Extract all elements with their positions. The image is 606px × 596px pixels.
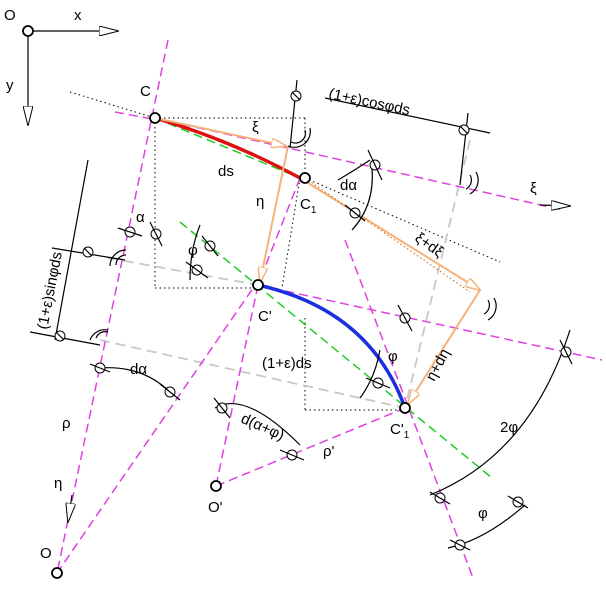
green-dashed-lines — [154, 117, 493, 479]
node-O — [51, 567, 63, 579]
node-Cp — [252, 279, 264, 291]
origin-label: O — [4, 7, 16, 24]
two-phi-arc — [429, 329, 571, 496]
label-phi-bottom: φ — [478, 505, 488, 522]
label-xi-axis: ξ — [530, 180, 537, 197]
label-dalpha-top: dα — [340, 177, 357, 194]
right-angle-marks — [89, 127, 497, 341]
arcs — [99, 159, 571, 549]
label-rho-p: ρ' — [323, 443, 335, 460]
label-eta-top: η — [256, 193, 264, 210]
label-Op: O' — [208, 499, 223, 516]
origin-node — [22, 25, 34, 37]
xi-axis-arrow — [539, 205, 570, 206]
label-sin-dimension: (1+ε)sinφds — [34, 250, 66, 330]
label-Cp1: C'1 — [390, 421, 410, 441]
node-C — [149, 112, 161, 124]
node-C1 — [299, 172, 311, 184]
label-O: O — [40, 545, 52, 562]
displacement-vectors — [154, 117, 481, 404]
label-ds: ds — [218, 163, 234, 180]
label-eta-deta: η+dη — [423, 346, 454, 384]
label-phi-left: φ — [188, 242, 198, 259]
eta-axis-arrow — [68, 494, 72, 522]
dotted-construction-lines — [69, 91, 501, 411]
label-xi-top: ξ — [252, 119, 259, 136]
label-C1: C1 — [300, 196, 317, 216]
label-alpha: α — [136, 209, 145, 226]
y-axis-label: y — [6, 77, 14, 94]
deformed-element-curve — [257, 283, 407, 409]
tick-marks — [89, 149, 573, 551]
eta-deta-vector — [408, 289, 481, 404]
label-cos-dimension: (1+ε)cosφds — [327, 85, 411, 119]
label-d-alpha-phi: d(α+φ) — [238, 410, 286, 444]
label-two-phi: 2φ — [500, 419, 518, 436]
eta-vector — [260, 145, 289, 282]
node-Cp1 — [399, 402, 411, 414]
chord-ds — [154, 117, 301, 179]
coordinate-system: O x y — [4, 7, 118, 125]
label-rho: ρ — [62, 415, 71, 432]
label-eta-bottom: η — [54, 475, 62, 492]
label-C: C — [140, 83, 151, 100]
node-Op — [210, 480, 222, 492]
left-normal-line — [56, 39, 169, 574]
label-one-eps-ds: (1+ε)ds — [262, 355, 312, 372]
dimension-cos — [289, 79, 491, 186]
xi-vector — [154, 117, 286, 146]
grey-dashed-lines — [99, 139, 471, 409]
point-nodes — [51, 112, 411, 579]
xi-dxi-vector — [299, 177, 480, 290]
x-axis-label: x — [74, 7, 82, 24]
label-dalpha-left: dα — [130, 361, 147, 378]
dimension-sin — [29, 159, 126, 346]
chord-deformed — [179, 221, 493, 479]
label-phi-right: φ — [388, 348, 398, 365]
label-Cp: C' — [258, 308, 272, 325]
